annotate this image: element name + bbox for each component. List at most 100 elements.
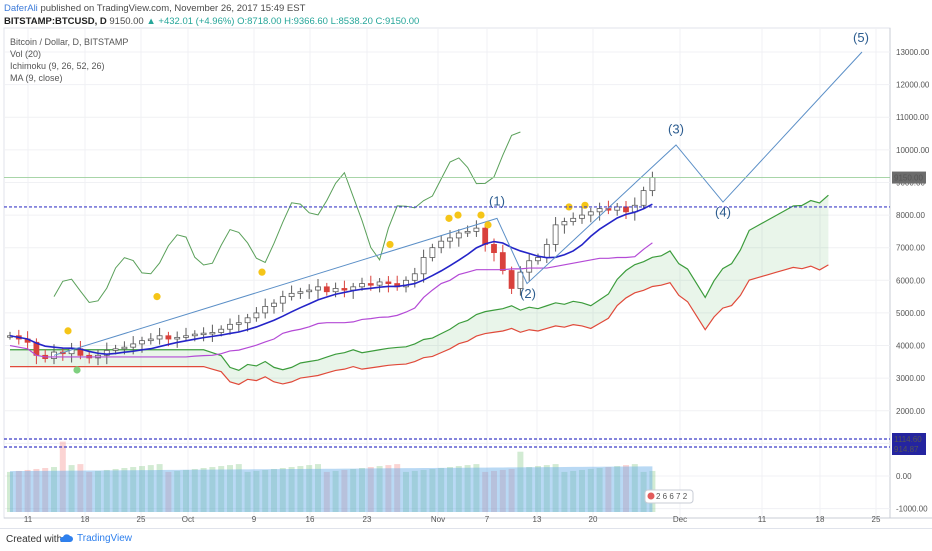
candle-body [218,328,225,333]
time-tick-label: Dec [673,515,687,524]
legend-ma: MA (9, close) [10,73,63,83]
volume-bar [359,468,365,512]
author-link[interactable]: DaferAli [4,3,38,14]
legend-ichimoku: Ichimoku (9, 26, 52, 26) [10,61,105,71]
time-tick-label: Oct [182,515,195,524]
ma-line [9,203,653,355]
grid-lines [4,28,890,518]
signal-dot [454,211,462,219]
candle-body [139,340,145,345]
time-tick-label: 25 [872,515,881,524]
volume-bar [147,465,154,512]
volume-bar [508,468,515,512]
candle-body [227,323,233,330]
volume-bar [341,469,348,512]
volume-bar [438,468,445,512]
wave-label: (1) [489,193,505,208]
volume-bar [306,465,313,512]
price-tick-label: 5000.00 [896,309,925,318]
price-tick-label: 0.00 [896,472,912,481]
candle-body [535,257,541,262]
candle-body [411,273,418,281]
candle-body [429,247,436,258]
volume-bar [24,469,31,512]
candle-body [165,335,172,340]
candle-body [244,317,251,324]
price-badge-text: 914.87 [894,445,919,454]
price-tick-label: 2000.00 [896,407,925,416]
price-badge-text: 9150.00 [894,174,923,183]
volume-bar [315,464,321,512]
volume-bar [121,468,128,512]
cloud-fill [10,195,829,385]
volume-bar [455,466,462,512]
volume-bar [156,464,163,512]
candle-body [473,227,480,232]
signal-dot [445,214,453,222]
volume-bar [385,465,392,512]
volume-bar [552,464,559,512]
price-tick-label: 10000.00 [896,146,930,155]
price-change: ▲ +432.01 (+4.96%) [146,16,235,27]
volume-bar [139,466,145,512]
volume-bar [200,468,207,512]
candle-body [420,257,427,275]
price-tick-label: -1000.00 [896,505,928,514]
legend-volume: Vol (20) [10,49,41,59]
volume-bar [579,469,585,512]
wave-label: (3) [668,122,684,137]
volume-bar [130,467,137,512]
price-tick-label: 8000.00 [896,211,925,220]
candle-body [614,206,621,211]
time-tick-label: 23 [363,515,372,524]
candle-body [403,279,409,288]
volume-bar [103,469,110,512]
volume-bar [367,467,374,512]
volume-bar [623,465,629,512]
price-chart[interactable]: -1000.000.001000.002000.003000.004000.00… [0,0,932,528]
price-tick-label: 6000.00 [896,276,925,285]
flag-icon [647,492,655,500]
candle-body [341,288,348,291]
candle-body [623,206,629,213]
volume-bar [262,469,269,512]
signal-dot [153,293,161,301]
volume-bar [543,465,550,512]
volume-bar [271,468,277,512]
volume-bar [517,451,524,512]
candle-body [447,237,453,242]
candle-body [121,346,128,350]
volume-bar [394,464,401,512]
time-tick-label: 18 [81,515,90,524]
candle-body [385,281,392,284]
volume-bar [165,471,172,512]
volume-bar [499,469,506,512]
price-tick-label: 11000.00 [896,113,929,122]
tradingview-brand: TradingView [77,532,133,544]
candle-body [130,343,137,348]
last-price: 9150.00 [109,16,144,27]
time-tick-label: 16 [306,515,315,524]
candle-body [156,335,163,340]
volume-bar [429,468,436,512]
signal-dot [386,240,394,249]
candle-body [315,286,321,291]
footer: Created with TradingView [0,528,932,551]
calendar-icon[interactable]: 2 6 6 7 2 [644,489,694,504]
candle-body [262,305,269,314]
volume-bar [227,465,233,512]
tradingview-logo[interactable]: TradingView [58,532,132,544]
price-badge-text: 1114.60 [894,435,922,444]
volume-bar [59,441,66,512]
volume-bar [209,467,216,512]
signal-dot [258,268,266,276]
volume-ma-area [10,466,653,512]
wave-label: (2) [520,286,536,301]
volume-bar [253,470,260,512]
price-badge [892,433,926,445]
candle-body [605,208,612,211]
elliott-wave: (1) (2) (3) (4) (5) [53,30,869,374]
volume-bar [95,470,101,512]
volume-bar [191,468,198,512]
